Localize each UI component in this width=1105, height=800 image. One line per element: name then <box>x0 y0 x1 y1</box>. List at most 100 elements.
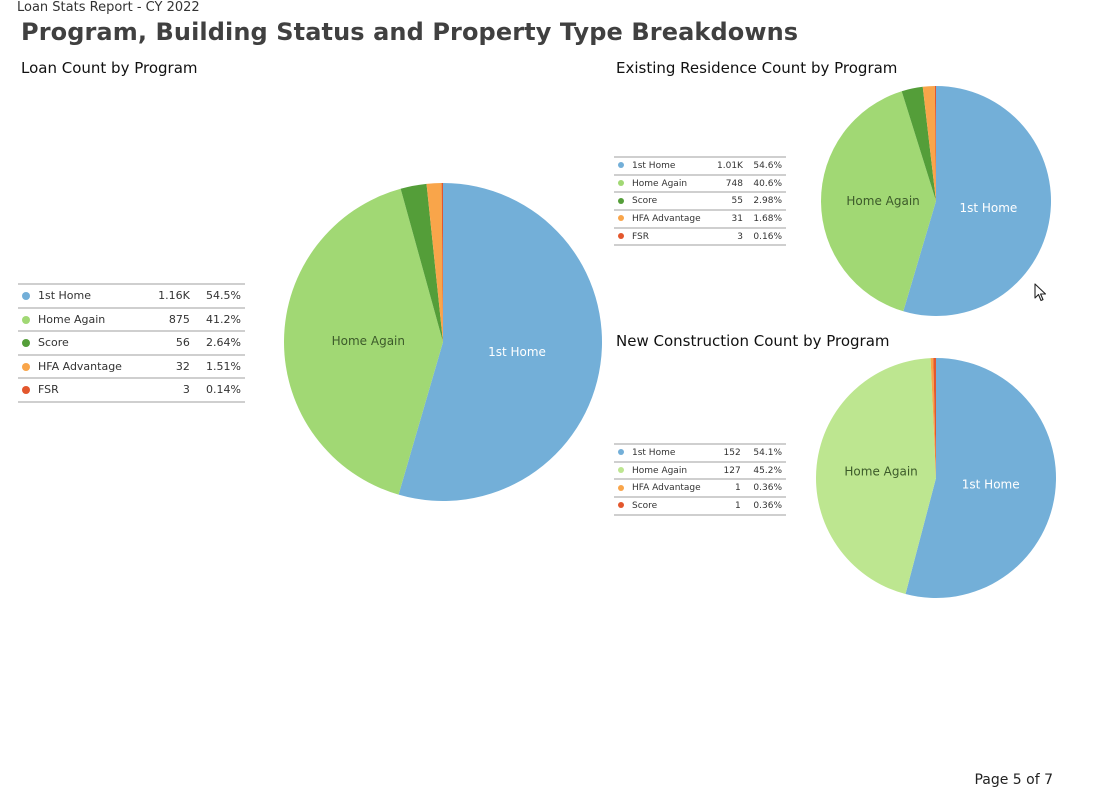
pie-slice <box>934 86 936 201</box>
legend-percent: 41.2% <box>193 306 245 331</box>
chart-title-existing-residence: Existing Residence Count by Program <box>616 59 898 77</box>
legend-row: HFA Advantage 32 1.51% <box>18 353 245 378</box>
legend-percent: 2.98% <box>746 191 786 211</box>
pie-slice-label: 1st Home <box>488 345 546 359</box>
legend-percent: 0.16% <box>746 226 786 247</box>
pie-slice <box>933 358 936 478</box>
legend-value: 1 <box>716 496 745 516</box>
legend-swatch <box>22 292 30 301</box>
legend-label: Score <box>632 500 658 511</box>
legend-value: 31 <box>710 209 747 228</box>
legend-label: Score <box>632 196 658 207</box>
chart-title-new-construction: New Construction Count by Program <box>616 332 890 350</box>
legend-row: FSR 3 0.14% <box>18 377 245 403</box>
legend-swatch <box>22 362 30 371</box>
legend-label: HFA Advantage <box>38 359 122 373</box>
legend-value: 875 <box>146 306 194 331</box>
legend-swatch <box>618 502 624 509</box>
page-title: Program, Building Status and Property Ty… <box>21 18 799 46</box>
pie-slice <box>901 86 936 201</box>
legend-value: 32 <box>146 353 194 378</box>
legend-row: 1st Home 1.16K 54.5% <box>18 283 245 308</box>
legend-swatch <box>618 162 624 169</box>
legend-existing-residence: 1st Home 1.01K 54.6% Home Again 748 40.6% Scor… <box>614 156 786 247</box>
legend-swatch <box>618 233 624 240</box>
legend-value: 3 <box>146 377 194 403</box>
legend-percent: 54.5% <box>193 283 245 308</box>
legend-value: 127 <box>716 460 745 480</box>
legend-label: Home Again <box>632 178 688 189</box>
legend-row: 1st Home 152 54.1% <box>614 443 786 462</box>
legend-percent: 2.64% <box>193 330 245 355</box>
legend-swatch <box>22 339 30 348</box>
legend-row: HFA Advantage 31 1.68% <box>614 209 786 228</box>
legend-value: 56 <box>146 330 194 355</box>
legend-swatch <box>22 386 30 395</box>
legend-swatch <box>618 197 624 204</box>
pie-slice <box>905 358 1057 598</box>
pie-slice <box>922 86 936 201</box>
pie-slice-label: Home Again <box>332 334 405 348</box>
legend-row: Home Again 875 41.2% <box>18 306 245 331</box>
pie-slice <box>930 358 936 478</box>
pie-slice <box>821 91 936 312</box>
legend-label: 1st Home <box>632 447 676 458</box>
legend-label: Home Again <box>632 465 688 476</box>
pie-slice <box>283 188 443 495</box>
legend-percent: 40.6% <box>746 173 786 193</box>
legend-percent: 0.14% <box>193 377 245 403</box>
legend-percent: 1.51% <box>193 353 245 378</box>
legend-label: 1st Home <box>38 289 92 303</box>
legend-row: 1st Home 1.01K 54.6% <box>614 156 786 175</box>
legend-swatch <box>618 449 624 456</box>
pie-slice <box>426 183 443 342</box>
pie-slice <box>903 85 1052 317</box>
legend-percent: 45.2% <box>744 460 786 480</box>
pie-slice <box>815 358 936 595</box>
legend-row: Home Again 127 45.2% <box>614 460 786 480</box>
pie-slice <box>400 183 443 342</box>
legend-value: 1.01K <box>710 156 747 175</box>
legend-value: 748 <box>710 173 747 193</box>
legend-row: FSR 3 0.16% <box>614 226 786 247</box>
legend-percent: 0.36% <box>744 478 786 498</box>
legend-label: HFA Advantage <box>632 213 701 224</box>
legend-percent: 54.6% <box>746 156 786 175</box>
legend-value: 1.16K <box>146 283 194 308</box>
legend-value: 152 <box>716 443 745 462</box>
page-number: Page 5 of 7 <box>974 772 1053 788</box>
legend-swatch <box>22 315 30 324</box>
mouse-cursor-icon <box>1034 283 1047 302</box>
legend-percent: 54.1% <box>744 443 786 462</box>
chart-title-loan-count: Loan Count by Program <box>21 59 198 77</box>
pie-slice-label: 1st Home <box>962 478 1020 492</box>
legend-loan-count: 1st Home 1.16K 54.5% Home Again 875 41.2% Scor… <box>18 283 245 403</box>
legend-label: 1st Home <box>632 160 676 171</box>
legend-row: Home Again 748 40.6% <box>614 173 786 193</box>
legend-value: 55 <box>710 191 747 211</box>
legend-new-construction: 1st Home 152 54.1% Home Again 127 45.2% HFA Ad… <box>614 443 786 516</box>
legend-swatch <box>618 467 624 474</box>
pie-slice <box>441 183 443 342</box>
legend-row: Score 56 2.64% <box>18 330 245 355</box>
legend-label: Score <box>38 336 69 350</box>
legend-swatch <box>618 180 624 187</box>
legend-row: HFA Advantage 1 0.36% <box>614 478 786 498</box>
report-label: Loan Stats Report - CY 2022 <box>17 0 200 15</box>
legend-percent: 1.68% <box>746 209 786 228</box>
legend-percent: 0.36% <box>744 496 786 516</box>
legend-row: Score 1 0.36% <box>614 496 786 516</box>
legend-label: FSR <box>632 231 649 242</box>
legend-label: FSR <box>38 383 59 397</box>
legend-swatch <box>618 215 624 222</box>
pie-slice-label: 1st Home <box>959 201 1017 215</box>
pie-slice <box>398 183 603 501</box>
pie-slice-label: Home Again <box>846 194 919 208</box>
legend-label: Home Again <box>38 312 106 326</box>
legend-value: 3 <box>710 226 747 247</box>
legend-row: Score 55 2.98% <box>614 191 786 211</box>
legend-swatch <box>618 484 624 491</box>
